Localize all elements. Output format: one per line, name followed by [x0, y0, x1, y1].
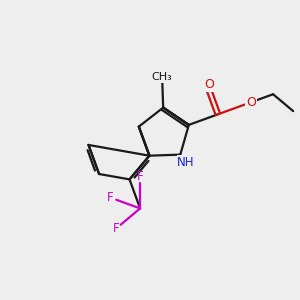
Text: F: F: [107, 191, 113, 204]
Text: F: F: [137, 170, 143, 183]
Text: O: O: [204, 78, 214, 91]
Text: O: O: [246, 96, 256, 109]
Text: F: F: [112, 222, 119, 236]
Text: NH: NH: [177, 155, 195, 169]
Text: CH₃: CH₃: [152, 72, 172, 82]
